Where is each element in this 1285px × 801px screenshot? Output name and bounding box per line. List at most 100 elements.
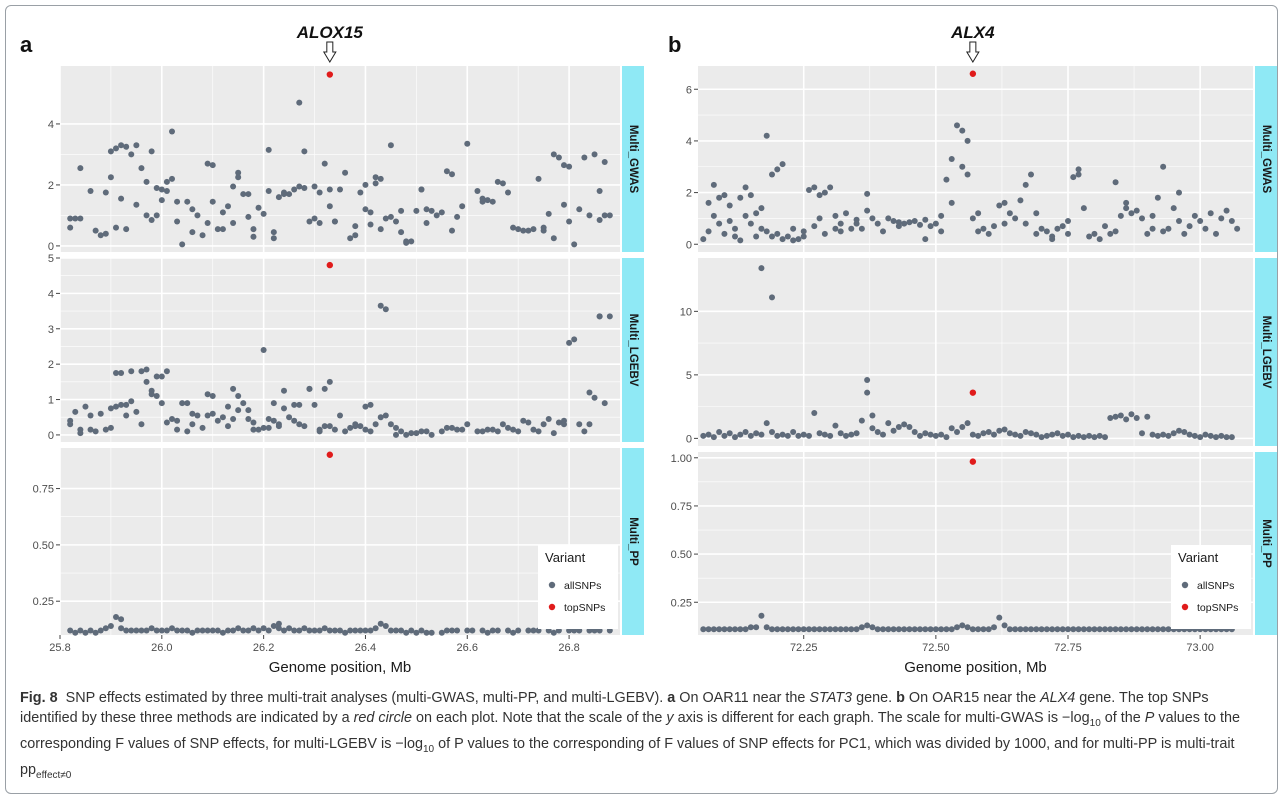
data-point-allsnp [795, 626, 802, 633]
data-point-allsnp [316, 428, 323, 435]
data-point-allsnp [505, 627, 511, 634]
data-point-allsnp [848, 626, 855, 633]
data-point-allsnp [1017, 626, 1024, 633]
facet-strip [622, 66, 644, 252]
data-point-topsnp [326, 71, 334, 78]
data-point-allsnp [601, 212, 608, 219]
data-point-allsnp [726, 202, 733, 209]
y-tick-label: 2 [48, 180, 54, 192]
y-tick-label: 0.25 [33, 596, 54, 608]
data-point-allsnp [1165, 225, 1172, 232]
data-point-allsnp [996, 427, 1003, 434]
data-point-allsnp [737, 431, 744, 438]
data-point-allsnp [494, 428, 501, 435]
data-point-allsnp [194, 412, 201, 419]
data-point-allsnp [520, 227, 527, 234]
data-point-allsnp [1112, 626, 1119, 633]
data-point-allsnp [418, 627, 425, 634]
data-point-topsnp [969, 389, 977, 396]
data-point-allsnp [163, 178, 170, 185]
data-point-allsnp [716, 220, 723, 227]
data-point-allsnp [1075, 432, 1082, 439]
data-point-allsnp [726, 218, 733, 224]
data-point-allsnp [811, 626, 818, 633]
data-point-allsnp [107, 148, 114, 155]
down-arrow-icon [965, 41, 980, 63]
data-point-allsnp [1154, 432, 1161, 439]
data-point-allsnp [102, 625, 109, 632]
data-point-allsnp [377, 620, 384, 627]
data-point-allsnp [1091, 626, 1098, 633]
data-point-allsnp [821, 626, 828, 633]
data-point-allsnp [270, 235, 277, 242]
data-point-allsnp [235, 169, 242, 176]
data-point-allsnp [179, 400, 186, 407]
data-point-allsnp [230, 416, 237, 422]
data-point-allsnp [408, 430, 415, 437]
data-point-allsnp [853, 220, 860, 227]
data-point-allsnp [1176, 218, 1182, 224]
data-point-allsnp [479, 198, 486, 205]
data-point-allsnp [240, 191, 247, 198]
data-point-allsnp [377, 226, 384, 233]
data-point-allsnp [991, 431, 997, 438]
data-point-allsnp [107, 424, 114, 431]
data-point-allsnp [932, 432, 939, 439]
data-point-allsnp [848, 225, 855, 232]
data-point-allsnp [864, 207, 871, 214]
data-point-allsnp [1154, 626, 1161, 633]
data-point-allsnp [1049, 431, 1056, 438]
data-point-allsnp [975, 626, 982, 633]
data-point-allsnp [454, 213, 461, 220]
data-point-allsnp [219, 226, 226, 233]
x-tick-label: 72.50 [922, 642, 950, 654]
data-point-allsnp [800, 431, 807, 438]
data-point-allsnp [118, 616, 125, 623]
data-point-allsnp [922, 626, 929, 633]
x-tick-label: 26.8 [558, 642, 579, 654]
data-point-allsnp [1123, 626, 1130, 633]
data-point-allsnp [1123, 416, 1130, 423]
data-point-allsnp [107, 405, 114, 412]
data-point-allsnp [806, 187, 812, 193]
data-point-allsnp [1149, 225, 1156, 232]
data-point-allsnp [705, 199, 712, 206]
data-point-allsnp [326, 186, 333, 193]
data-point-allsnp [1197, 218, 1204, 224]
data-point-allsnp [510, 224, 517, 231]
data-point-allsnp [1102, 434, 1108, 441]
data-point-allsnp [985, 429, 992, 436]
data-point-allsnp [362, 403, 369, 410]
data-point-allsnp [566, 339, 573, 346]
data-point-allsnp [1202, 225, 1209, 232]
data-point-allsnp [123, 401, 130, 408]
caption-gene-stat3: STAT3 [809, 690, 853, 706]
data-point-allsnp [107, 622, 114, 629]
data-point-allsnp [991, 223, 997, 230]
data-point-allsnp [449, 171, 455, 178]
data-point-allsnp [413, 430, 420, 437]
data-point-allsnp [1102, 626, 1108, 633]
data-point-allsnp [428, 629, 435, 636]
data-point-allsnp [143, 627, 150, 634]
data-point-allsnp [428, 207, 435, 214]
data-point-allsnp [1128, 210, 1135, 217]
data-point-allsnp [985, 230, 992, 237]
data-point-allsnp [576, 421, 583, 428]
data-point-allsnp [827, 432, 834, 439]
data-point-allsnp [758, 205, 765, 212]
data-point-allsnp [1033, 431, 1040, 438]
data-point-allsnp [1160, 228, 1167, 235]
data-point-allsnp [1112, 413, 1119, 420]
data-point-allsnp [1133, 207, 1140, 214]
data-point-allsnp [806, 432, 812, 439]
data-point-allsnp [499, 180, 506, 187]
data-point-allsnp [1038, 225, 1045, 232]
data-point-allsnp [880, 228, 886, 235]
caption-text: gene. [852, 690, 897, 706]
data-point-allsnp [561, 162, 567, 169]
data-point-allsnp [199, 627, 206, 634]
data-point-allsnp [67, 224, 74, 231]
data-point-allsnp [917, 626, 923, 633]
data-point-allsnp [204, 627, 211, 634]
